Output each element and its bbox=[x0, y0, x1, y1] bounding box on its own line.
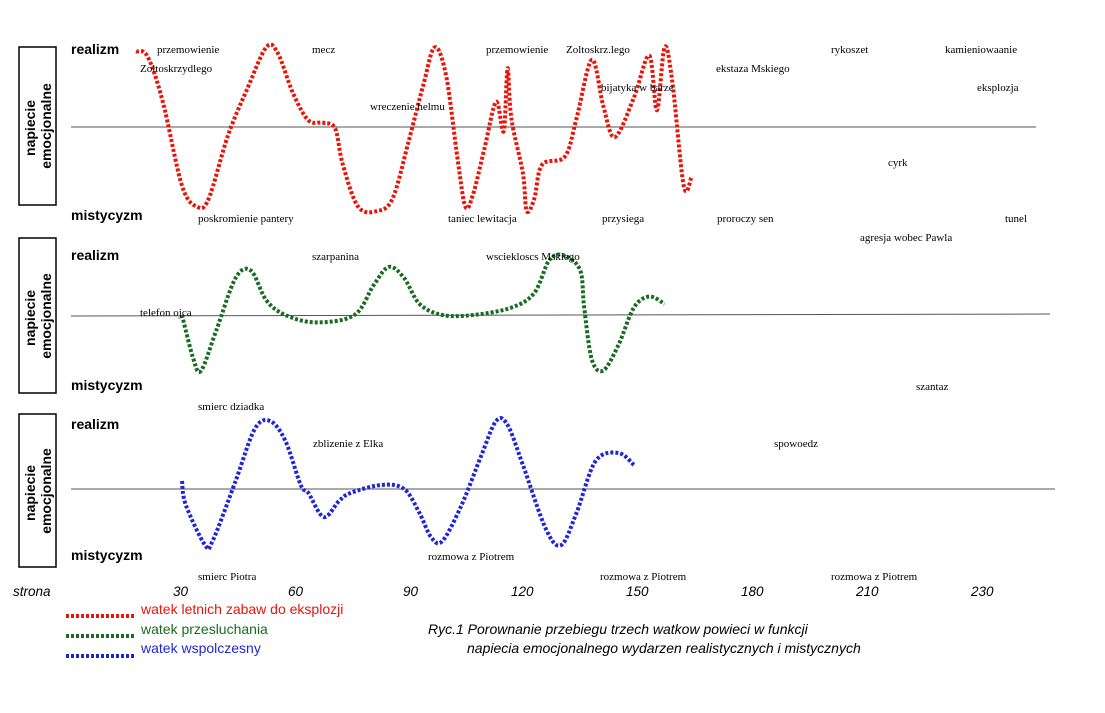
ann-szantaz: szantaz bbox=[916, 381, 948, 393]
ann-szarpanina: szarpanina bbox=[312, 251, 359, 263]
panel-1-ylabel: napiecie emocjonalne bbox=[22, 83, 54, 169]
panel-2-series-line bbox=[180, 252, 666, 375]
ann-eksplozja: eksplozja bbox=[977, 82, 1019, 94]
panel-1-series-line bbox=[135, 42, 694, 215]
panel-2-ylabel-line2: emocjonalne bbox=[38, 273, 54, 359]
panel-3-ylabel-line2: emocjonalne bbox=[38, 448, 54, 534]
panel-3-ylabel: napiecie emocjonalne bbox=[22, 448, 54, 534]
legend: watek letnich zabaw do eksplozji watek p… bbox=[66, 601, 343, 658]
panel-3-ylabel-box bbox=[18, 413, 57, 568]
panel-3-realizm: realizm bbox=[71, 416, 119, 432]
ann-rozmowa-3: rozmowa z Piotrem bbox=[831, 571, 918, 583]
ann-przemowienie-1: przemowienie bbox=[157, 44, 219, 56]
x-tick-120: 120 bbox=[511, 584, 534, 599]
ann-przemowienie-2: przemowienie bbox=[486, 44, 548, 56]
x-tick-90: 90 bbox=[403, 584, 419, 599]
panel-3-ylabel-line1: napiecie bbox=[22, 465, 38, 521]
x-tick-60: 60 bbox=[288, 584, 304, 599]
panel-3-series-line bbox=[180, 416, 636, 552]
ann-mecz: mecz bbox=[312, 44, 335, 56]
panel-1-realizm: realizm bbox=[71, 41, 119, 57]
panel-2-ylabel: napiecie emocjonalne bbox=[22, 273, 54, 359]
ann-rozmowa-2: rozmowa z Piotrem bbox=[600, 571, 687, 583]
ann-kamieniowaanie: kamieniowaanie bbox=[945, 44, 1017, 56]
panel-2-realizm: realizm bbox=[71, 247, 119, 263]
ann-telefon-ojca: telefon ojca bbox=[140, 307, 192, 319]
ann-wscieklosc: wsciekloscs Mskiego bbox=[486, 251, 580, 263]
panel-2-mistycyzm: mistycyzm bbox=[71, 377, 143, 393]
ann-taniec: taniec lewitacja bbox=[448, 213, 517, 225]
panel-3-mistycyzm: mistycyzm bbox=[71, 547, 143, 563]
panel-1-ylabel-box bbox=[18, 46, 57, 206]
caption-line-2: napiecia emocjonalnego wydarzen realisty… bbox=[467, 640, 861, 656]
ann-zoltoskrz-lego: Zoltoskrz.lego bbox=[566, 44, 630, 56]
legend-label-blue: watek wspolczesny bbox=[140, 640, 261, 656]
panel-3: napiecie emocjonalne realizm mistycyzm z… bbox=[18, 413, 1055, 583]
ann-tunel: tunel bbox=[1005, 213, 1027, 225]
ann-zblizenie: zblizenie z Elka bbox=[313, 438, 383, 450]
ann-rozmowa-1: rozmowa z Piotrem bbox=[428, 551, 515, 563]
x-tick-30: 30 bbox=[173, 584, 189, 599]
x-axis-label: strona bbox=[13, 584, 51, 599]
ann-cyrk: cyrk bbox=[888, 157, 908, 169]
panel-1: napiecie emocjonalne realizm mistycyzm p… bbox=[18, 41, 1036, 225]
ann-rykoszet: rykoszet bbox=[831, 44, 868, 56]
x-tick-230: 230 bbox=[970, 584, 994, 599]
x-tick-150: 150 bbox=[626, 584, 649, 599]
x-axis: strona 30 60 90 120 150 180 210 230 bbox=[13, 584, 994, 599]
panel-1-ylabel-line2: emocjonalne bbox=[38, 83, 54, 169]
ann-zoltoskrzydlego: Zoltoskrzydlego bbox=[140, 63, 213, 75]
caption: Ryc.1 Porownanie przebiegu trzech watkow… bbox=[428, 621, 861, 656]
panel-1-mistycyzm: mistycyzm bbox=[71, 207, 143, 223]
ann-proroczy-sen: proroczy sen bbox=[717, 213, 774, 225]
x-tick-210: 210 bbox=[855, 584, 879, 599]
ann-bijatyka: bijatyka w barze bbox=[601, 82, 674, 94]
ann-smierc-dziadka: smierc dziadka bbox=[198, 401, 264, 413]
ann-wreczenie-helmu: wreczenie helmu bbox=[370, 101, 445, 113]
panel-1-ylabel-line1: napiecie bbox=[22, 100, 38, 156]
panel-2: napiecie emocjonalne realizm mistycyzm t… bbox=[18, 232, 1051, 413]
panel-2-baseline bbox=[70, 313, 1051, 317]
ann-ekstaza: ekstaza Mskiego bbox=[716, 63, 790, 75]
legend-label-green: watek przesluchania bbox=[140, 621, 268, 637]
panel-2-ylabel-line1: napiecie bbox=[22, 290, 38, 346]
ann-poskromienie: poskromienie pantery bbox=[198, 213, 294, 225]
caption-line-1: Ryc.1 Porownanie przebiegu trzech watkow… bbox=[428, 621, 809, 637]
x-tick-180: 180 bbox=[741, 584, 764, 599]
ann-spowoedz: spowoedz bbox=[774, 438, 818, 450]
ann-smierc-piotra: smierc Piotra bbox=[198, 571, 256, 583]
ann-przysiega: przysiega bbox=[602, 213, 644, 225]
legend-label-red: watek letnich zabaw do eksplozji bbox=[140, 601, 343, 617]
panel-2-ylabel-box bbox=[18, 237, 57, 394]
ann-agresja: agresja wobec Pawla bbox=[860, 232, 952, 244]
